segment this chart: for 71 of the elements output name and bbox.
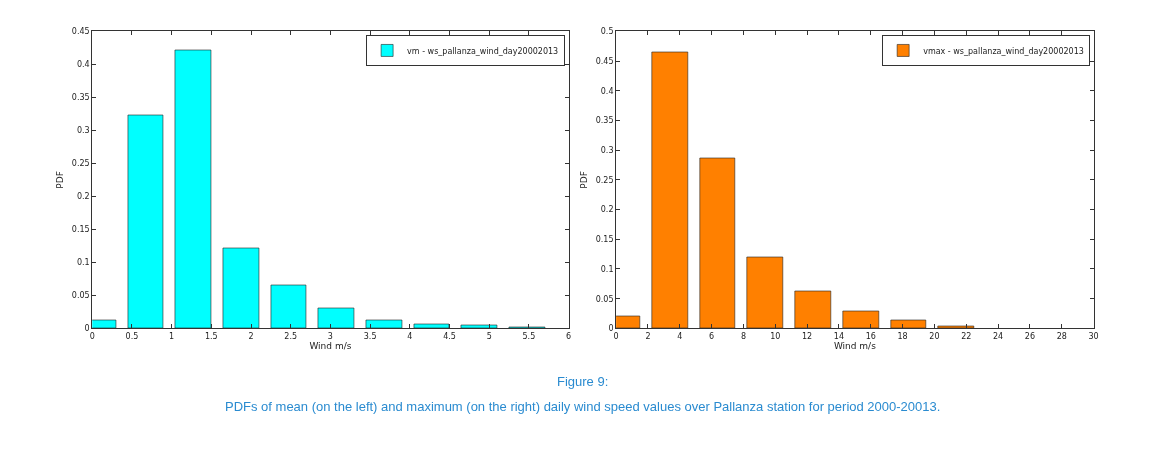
x-tick-label: 6 xyxy=(709,332,715,342)
legend-label: vm - ws_pallanza_wind_day20002013 xyxy=(407,46,559,56)
y-axis-title: PDF xyxy=(579,171,590,189)
x-tick-label: 30 xyxy=(1088,332,1099,342)
y-tick-label: 0.35 xyxy=(71,93,90,103)
y-tick-label: 0.45 xyxy=(595,56,614,66)
y-tick-label: 0.2 xyxy=(600,205,614,215)
bar xyxy=(699,157,736,329)
bar xyxy=(413,323,450,329)
x-tick-label: 4 xyxy=(407,332,413,342)
y-tick-label: 0.15 xyxy=(595,235,614,245)
bar xyxy=(890,319,927,329)
bar xyxy=(127,114,164,329)
x-tick-label: 20 xyxy=(929,332,940,342)
caption: Figure 9: xyxy=(557,374,609,389)
x-tick-label: 2 xyxy=(248,332,254,342)
x-axis-title: Wind m/s xyxy=(309,341,352,352)
y-tick-label: 0.25 xyxy=(71,159,90,169)
x-tick-label: 5 xyxy=(486,332,492,342)
bar xyxy=(174,49,212,329)
x-tick-label: 12 xyxy=(802,332,813,342)
x-tick-label: 1.5 xyxy=(204,332,218,342)
y-tick-label: 0 xyxy=(84,324,90,334)
y-tick-label: 0.1 xyxy=(600,264,614,274)
x-tick-label: 26 xyxy=(1024,332,1036,342)
bar xyxy=(222,247,260,329)
y-tick-label: 0.05 xyxy=(595,294,614,304)
x-tick-label: 4.5 xyxy=(443,332,456,342)
y-tick-label: 0.4 xyxy=(76,60,90,70)
legend-label: vmax - ws_pallanza_wind_day20002013 xyxy=(923,46,1084,56)
text: PDFs of mean (on the left) and maximum (on the right) daily wind speed values over Pallanza station for period 2000-20013. xyxy=(225,399,941,414)
x-tick-label: 3.5 xyxy=(363,332,377,342)
y-tick-label: 0.4 xyxy=(600,86,614,96)
x-tick-label: 8 xyxy=(740,332,746,342)
y-tick-label: 0.2 xyxy=(76,192,90,202)
y-tick-label: 0.15 xyxy=(71,225,90,235)
x-tick-label: 24 xyxy=(993,332,1004,342)
y-tick-label: 0.3 xyxy=(76,126,90,136)
x-tick-label: 4 xyxy=(677,332,683,342)
y-tick-label: 0.3 xyxy=(600,145,614,155)
x-tick-label: 10 xyxy=(770,332,781,342)
bar xyxy=(746,256,784,329)
bar xyxy=(270,284,307,329)
x-tick-label: 22 xyxy=(961,332,972,342)
bar xyxy=(794,290,832,329)
x-tick-label: 3 xyxy=(327,332,333,342)
bar xyxy=(365,319,403,329)
x-tick-label: 14 xyxy=(833,332,845,342)
x-tick-label: 5.5 xyxy=(522,332,536,342)
x-tick-label: 1 xyxy=(169,332,175,342)
bar xyxy=(651,51,689,329)
bar xyxy=(460,324,498,329)
x-tick-label: 2.5 xyxy=(284,332,298,342)
y-tick-label: 0 xyxy=(608,324,614,334)
bar xyxy=(842,310,880,329)
bar xyxy=(937,325,975,329)
x-tick-label: 0.5 xyxy=(125,332,139,342)
y-tick-label: 0.25 xyxy=(595,175,614,185)
y-axis-title: PDF xyxy=(55,171,66,189)
y-tick-label: 0.5 xyxy=(600,27,614,37)
y-tick-label: 0.45 xyxy=(71,27,90,37)
x-tick-label: 16 xyxy=(865,332,876,342)
x-tick-label: 18 xyxy=(897,332,908,342)
x-axis-title: Wind m/s xyxy=(833,341,877,352)
x-tick-label: 2 xyxy=(645,332,651,342)
y-tick-label: 0.05 xyxy=(71,291,90,301)
x-tick-label: 28 xyxy=(1056,332,1067,342)
x-tick-label: 6 xyxy=(566,332,572,342)
y-tick-label: 0.35 xyxy=(595,116,614,126)
bar xyxy=(317,307,355,329)
y-tick-label: 0.1 xyxy=(76,258,90,268)
